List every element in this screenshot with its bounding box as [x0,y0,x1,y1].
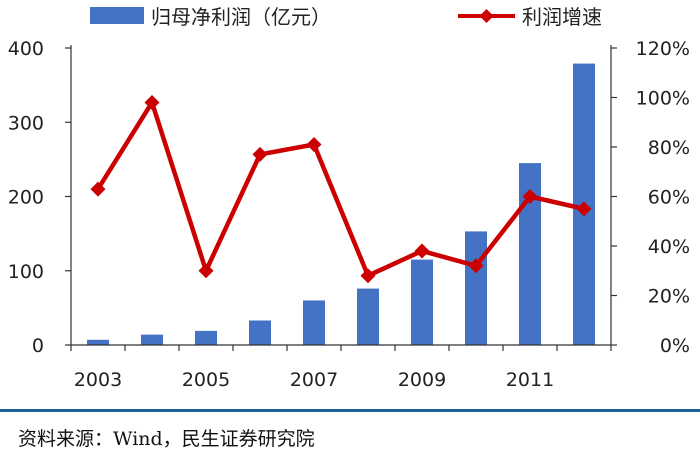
divider [0,409,700,412]
left-tick-label: 100 [8,261,44,283]
left-tick-label: 400 [8,38,44,60]
x-tick-label: 2009 [398,369,446,391]
right-tick-label: 80% [648,137,690,159]
right-tick-label: 60% [648,187,690,209]
line-point-2003 [90,181,106,197]
bar-2011 [519,163,541,345]
combo-chart: 归母净利润（亿元） 利润增速 0 100 200 300 400 0% 20% 40% 60% 8… [8,5,690,391]
source-note: 资料来源：Wind，民生证券研究院 [18,428,315,450]
legend: 归母净利润（亿元） 利润增速 [90,5,602,29]
right-tick-label: 0% [660,335,690,357]
x-tick-label: 2003 [74,369,122,391]
line-point-2007 [306,137,322,153]
right-tick-label: 20% [648,286,690,308]
left-tick-label: 300 [8,112,44,134]
bar-2009 [411,259,433,345]
legend-line-label: 利润增速 [522,5,602,29]
bar-2005 [195,330,217,345]
legend-bar-label: 归母净利润（亿元） [151,5,331,29]
line-point-2010 [468,258,484,274]
bar-2007 [303,300,325,345]
line-point-2012 [576,201,592,217]
line-point-2005 [198,263,214,279]
x-tick-label: 2007 [290,369,338,391]
line-point-2011 [522,189,538,204]
axes: 0 100 200 300 400 0% 20% 40% 60% 80% 100% 120% 2003 2… [8,38,690,391]
growth-line [96,100,585,278]
left-tick-label: 200 [8,187,44,209]
bar-2003 [87,339,109,345]
bar-2010 [465,231,487,345]
right-tick-label: 120% [636,38,690,60]
x-tick-label: 2005 [182,369,230,391]
left-tick-label: 0 [32,335,44,357]
line-series [90,94,592,284]
right-tick-label: 100% [636,88,690,110]
legend-bar-swatch [90,7,144,24]
line-point-2009 [414,243,430,259]
line-point-2004 [144,94,160,110]
legend-line-marker [479,9,494,23]
line-point-2008 [360,268,376,284]
bar-2008 [357,288,379,345]
x-tick-label: 2011 [506,369,554,391]
bar-2006 [249,320,271,345]
bar-2004 [141,334,163,345]
right-tick-label: 40% [648,236,690,258]
line-point-2006 [252,146,268,162]
